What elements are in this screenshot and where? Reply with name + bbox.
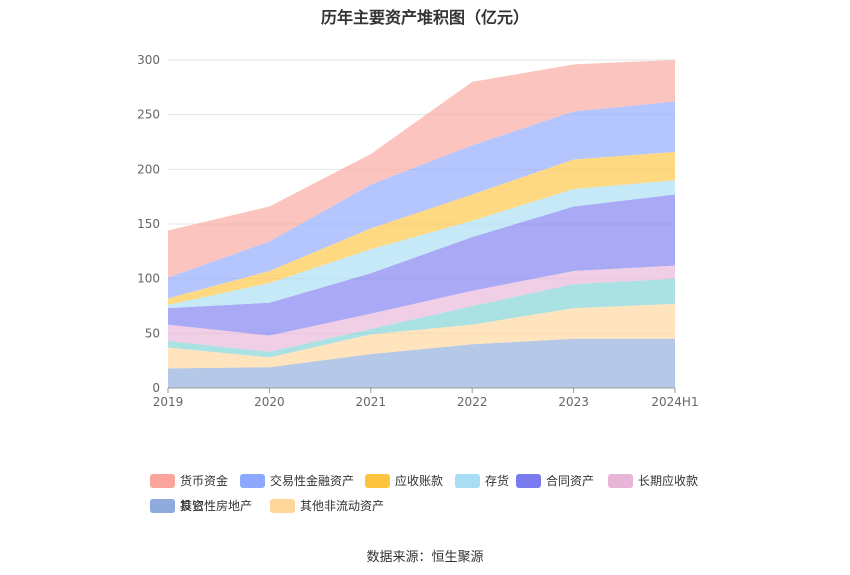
x-tick-label: 2021 <box>356 395 387 409</box>
x-tick-label: 2019 <box>153 395 184 409</box>
y-tick-label: 200 <box>137 162 160 176</box>
legend-item[interactable]: 其它 <box>150 497 204 514</box>
legend-swatch <box>240 473 265 488</box>
legend-label: 其它 <box>180 499 205 513</box>
legend-label: 应收账款 <box>395 474 444 488</box>
legend-item[interactable]: 长期应收款 <box>608 472 698 489</box>
legend-item[interactable]: 交易性金融资产 <box>240 472 354 489</box>
area-series-5 <box>168 180 675 309</box>
legend-swatch <box>150 498 175 513</box>
area-series-1 <box>168 303 675 369</box>
area-series-3 <box>168 265 675 352</box>
area-series-0 <box>168 338 675 388</box>
legend-swatch <box>270 498 295 513</box>
legend-label: 其他非流动资产 <box>300 499 385 513</box>
legend-item[interactable]: 货币资金 <box>150 472 228 489</box>
x-tick-label: 2022 <box>457 395 488 409</box>
area-series-6 <box>168 151 675 305</box>
legend-item[interactable]: 应收账款 <box>365 472 443 489</box>
legend-label: 投资性房地产 <box>180 499 253 513</box>
area-series-7 <box>168 101 675 299</box>
x-tick-label: 2020 <box>254 395 285 409</box>
legend-item[interactable]: 其他非流动资产 <box>270 497 384 514</box>
legend-label: 合同资产 <box>546 474 595 488</box>
legend-label: 长期应收款 <box>638 474 699 488</box>
legend-swatch <box>150 473 175 488</box>
legend-label: 存货 <box>485 474 510 488</box>
legend-item[interactable]: 合同资产 <box>516 472 594 489</box>
data-source-note: 数据来源：恒生聚源 <box>366 550 484 565</box>
y-tick-label: 300 <box>137 53 160 67</box>
legend-item[interactable]: 存货 <box>455 472 509 489</box>
y-tick-label: 250 <box>137 108 160 122</box>
y-tick-label: 0 <box>152 381 160 395</box>
legend-swatch <box>455 473 480 488</box>
x-tick-label: 2023 <box>558 395 589 409</box>
chart-title: 历年主要资产堆积图（亿元） <box>320 8 529 27</box>
y-tick-label: 100 <box>137 272 160 286</box>
area-series-2 <box>168 278 675 358</box>
area-series-8 <box>168 60 675 278</box>
y-tick-label: 50 <box>145 326 160 340</box>
x-tick-label: 2024H1 <box>651 395 698 409</box>
legend-label: 交易性金融资产 <box>270 474 355 488</box>
legend-swatch <box>516 473 541 488</box>
area-series-4 <box>168 194 675 336</box>
y-tick-label: 150 <box>137 217 160 231</box>
legend-swatch <box>608 473 633 488</box>
legend-label: 货币资金 <box>180 474 229 488</box>
legend-swatch <box>365 473 390 488</box>
